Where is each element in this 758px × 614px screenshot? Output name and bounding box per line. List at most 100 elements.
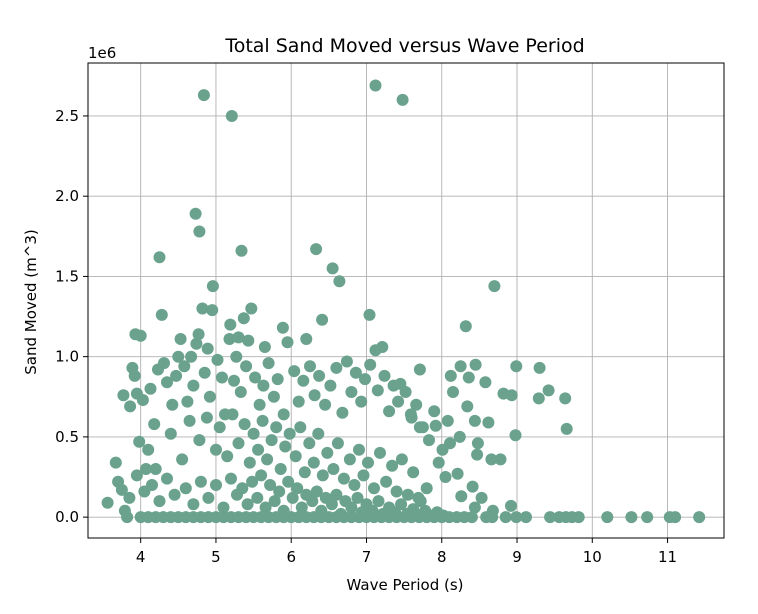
data-point	[200, 411, 213, 424]
data-point	[264, 479, 277, 491]
data-point	[340, 355, 353, 368]
data-point	[174, 333, 187, 345]
plot-frame	[87, 62, 725, 539]
data-point	[178, 360, 191, 373]
data-point	[310, 243, 323, 256]
data-point	[242, 334, 255, 347]
y-tick-label: 2.5	[55, 107, 79, 125]
data-point	[441, 414, 454, 427]
data-point	[321, 446, 334, 459]
data-point	[414, 495, 427, 508]
data-point	[390, 485, 403, 498]
data-point	[444, 369, 457, 382]
x-tick-label: 9	[512, 548, 522, 566]
data-point	[101, 496, 114, 509]
data-point	[313, 369, 326, 382]
data-point	[190, 337, 203, 350]
data-point	[386, 459, 399, 472]
data-point	[292, 395, 305, 408]
data-point	[136, 394, 149, 406]
data-point	[494, 453, 507, 466]
data-point	[273, 485, 286, 498]
data-point	[235, 244, 248, 257]
data-point	[641, 511, 654, 524]
data-point	[364, 358, 377, 371]
data-point	[206, 304, 219, 317]
data-point	[164, 427, 177, 440]
data-point	[124, 400, 137, 413]
data-point	[213, 421, 226, 434]
data-point	[395, 498, 408, 511]
data-point	[196, 302, 209, 315]
data-point	[259, 501, 272, 514]
data-point	[392, 395, 405, 408]
data-point	[251, 491, 264, 504]
data-point	[161, 376, 173, 389]
data-point	[283, 427, 296, 440]
y-axis-ticks: 0.0 0.5 1.0 1.5 2.0 2.5	[55, 107, 88, 526]
data-point	[572, 511, 585, 524]
data-point	[240, 360, 253, 373]
data-point	[330, 488, 343, 501]
data-point	[128, 369, 141, 382]
data-point	[479, 376, 492, 389]
data-point	[258, 341, 271, 353]
data-point	[249, 371, 262, 384]
data-point	[451, 467, 464, 480]
data-point	[520, 511, 532, 524]
y-tick-label: 2.0	[55, 187, 79, 205]
data-point	[307, 456, 320, 469]
data-point	[693, 511, 706, 524]
y-tick-label: 0.0	[55, 508, 79, 526]
data-point	[225, 110, 238, 122]
data-point	[197, 89, 210, 102]
data-point	[485, 453, 498, 466]
x-tick-label: 4	[136, 548, 146, 566]
data-point	[228, 374, 240, 387]
data-point	[256, 414, 269, 427]
data-point	[326, 262, 339, 275]
data-point	[123, 491, 136, 504]
data-point	[232, 331, 245, 344]
data-point	[210, 479, 222, 491]
data-point	[217, 501, 230, 514]
data-point	[330, 361, 343, 374]
data-point	[401, 488, 414, 501]
data-point	[262, 357, 275, 370]
data-point	[187, 498, 200, 511]
data-point	[112, 475, 125, 488]
data-point	[142, 443, 155, 456]
data-point	[486, 511, 499, 524]
data-point	[428, 405, 441, 418]
data-point	[295, 501, 308, 514]
data-point	[447, 386, 459, 398]
data-point	[306, 495, 319, 508]
data-point	[234, 386, 247, 398]
data-point	[363, 308, 376, 321]
x-axis-label: Wave Period (s)	[347, 576, 464, 594]
data-point	[349, 366, 362, 379]
data-point	[420, 482, 433, 495]
data-point	[533, 361, 546, 374]
data-point	[439, 471, 452, 483]
data-point	[148, 418, 161, 431]
data-point	[333, 275, 346, 288]
data-point	[453, 430, 466, 443]
data-point	[271, 373, 284, 386]
y-tick-label: 1.0	[55, 348, 79, 366]
data-point	[459, 320, 472, 333]
data-point	[224, 318, 237, 331]
data-point	[601, 511, 614, 524]
data-point	[168, 488, 181, 501]
x-tick-label: 5	[211, 548, 221, 566]
data-point	[153, 251, 166, 264]
data-point	[383, 405, 396, 418]
data-point	[469, 358, 482, 371]
data-point	[225, 472, 237, 485]
data-point	[172, 350, 185, 363]
data-point	[468, 414, 481, 427]
data-point	[505, 499, 517, 512]
data-point	[376, 341, 389, 353]
data-point	[187, 379, 200, 392]
data-point	[246, 475, 259, 488]
